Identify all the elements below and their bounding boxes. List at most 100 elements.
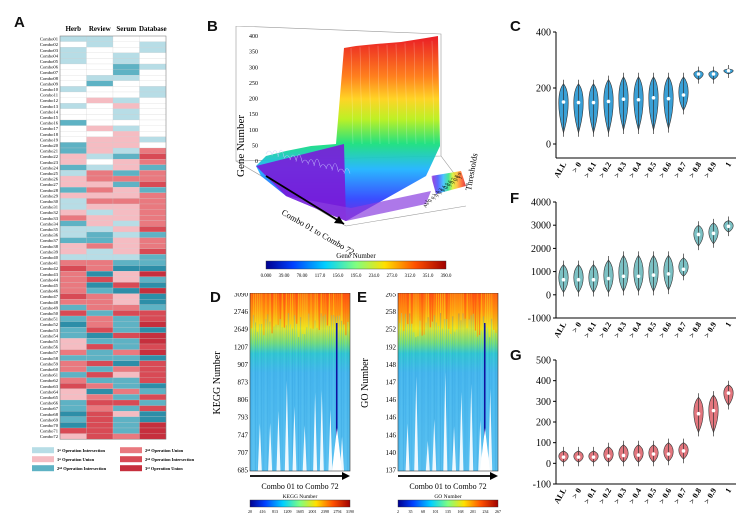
violin-median-dot [636, 274, 641, 279]
heatmap-row-label: Combo67 [40, 406, 59, 411]
go-heat-streak [399, 293, 401, 323]
heatmap-row-label: Combo38 [40, 244, 59, 249]
kegg-colorbar-tick: 20 [248, 509, 252, 514]
heatmap-cell [112, 254, 140, 261]
heatmap-cell [86, 399, 114, 406]
kegg-heat-streak [263, 293, 265, 336]
kegg-heat-streak [306, 293, 308, 328]
violin-category-label: > 0 [570, 321, 583, 335]
heatmap-row-label: Combo54 [40, 333, 59, 338]
heatmap-cell [139, 187, 167, 193]
kegg-colorbar-tick: 416 [260, 509, 266, 514]
heatmap-cell [59, 175, 87, 182]
heatmap-cell [112, 355, 140, 361]
heatmap-cell [139, 293, 167, 300]
heatmap-cell [86, 315, 114, 322]
legend-label: 2ⁿᵈ Operation Intersection [145, 457, 195, 462]
heatmap-cell [112, 310, 140, 317]
surface-ridge [313, 158, 321, 167]
kegg-heat-streak [267, 293, 269, 315]
heatmap-cell [59, 41, 87, 48]
heatmap-cell [112, 433, 140, 440]
threshold-tick: > 0.9 [454, 171, 462, 182]
threshold-tick: > 0.8 [451, 174, 459, 185]
violin-category-label: > 0.8 [687, 161, 703, 180]
kegg-heat-streak [269, 321, 271, 471]
heatmap-cell [86, 366, 114, 373]
heatmap-cell [86, 338, 114, 345]
heatmap-cell [59, 75, 87, 81]
heatmap-cell [112, 41, 140, 48]
kegg-heat-streak [312, 293, 314, 329]
go-heat-streak [419, 320, 421, 471]
heatmap-cell [139, 265, 167, 272]
violin-y-tick: 2000 [531, 244, 551, 255]
legend-label: 2ⁿᵈ Operation Intersection [57, 466, 107, 471]
heatmap-cell [59, 282, 87, 289]
go-heat-streak [411, 293, 413, 324]
heatmap-cell [86, 411, 114, 417]
gene-colorbar-tick: 312.0 [405, 274, 416, 279]
violin-y-tick: 0 [546, 290, 551, 301]
kegg-heat-streak [316, 293, 318, 328]
heatmap-row-label: Combo37 [40, 238, 59, 243]
violin-median-dot [666, 452, 671, 456]
heatmap-cell [112, 52, 140, 59]
go-heat-streak [401, 313, 402, 471]
heatmap-cell [86, 355, 114, 361]
heatmap-row-label: Combo50 [40, 311, 59, 316]
violin-median-dot [651, 452, 656, 456]
panel-d-kegg-heatmap: KEGG Number 3090 2746 2649 1207 907 873 806 793… [212, 293, 354, 514]
violin-category-label: > 0.1 [582, 487, 598, 506]
heatmap-cell [112, 427, 140, 434]
gene-number-tick: 0 [255, 159, 258, 165]
kegg-heat-streak [339, 315, 340, 471]
go-heat-streak [483, 293, 485, 317]
heatmap-row-label: Combo40 [40, 255, 59, 260]
violin-median-dot [696, 232, 701, 237]
heatmap-cell [59, 427, 87, 434]
violin-median-dot [711, 408, 716, 413]
legend-label: 2ⁿᵈ Operation Union [145, 448, 184, 453]
go-heat-streak [472, 313, 474, 471]
go-heat-streak [433, 315, 435, 471]
heatmap-cell [86, 103, 114, 109]
heatmap-cell [139, 411, 167, 417]
heatmap-cell [59, 383, 87, 389]
heatmap-row-label: Combo26 [40, 177, 59, 182]
legend-swatch [120, 447, 142, 454]
heatmap-cell [86, 394, 114, 401]
heatmap-row-label: Combo17 [40, 126, 59, 131]
heatmap-row-label: Combo55 [40, 339, 59, 344]
kegg-heat-streak [310, 293, 312, 329]
gene-colorbar-tick: 195.0 [351, 274, 362, 279]
go-heat-streak [444, 319, 445, 471]
go-heat-streak [472, 293, 474, 314]
heatmap-cell [86, 203, 114, 210]
violin-category-label: > 0.5 [642, 321, 658, 340]
kegg-heat-streak [320, 313, 322, 471]
violin-category-label: > 0 [570, 487, 583, 501]
go-colorbar-tick: 267 [495, 509, 501, 514]
violin-category-label: > 0.4 [627, 321, 643, 340]
violin-median-dot [681, 267, 686, 272]
go-heat-streak [423, 334, 425, 471]
heatmap-cell [59, 287, 87, 294]
heatmap-cell [112, 405, 140, 412]
heatmap-cell [139, 343, 167, 350]
heatmap-cell [139, 209, 167, 216]
heatmap-cell [86, 343, 114, 350]
violin-category-label: ALL [552, 487, 568, 506]
heatmap-cell [139, 282, 167, 289]
kegg-heat-streak [296, 293, 298, 324]
go-heat-streak [425, 293, 427, 323]
kegg-heat-streak [308, 313, 310, 471]
violin-median-dot [651, 96, 656, 100]
heatmap-cell [139, 153, 167, 160]
go-heat-streak [442, 328, 443, 471]
kegg-heat-streak [277, 325, 279, 471]
go-heat-streak [440, 313, 441, 471]
kegg-heat-gap [328, 409, 333, 471]
heatmap-cell [59, 366, 87, 373]
